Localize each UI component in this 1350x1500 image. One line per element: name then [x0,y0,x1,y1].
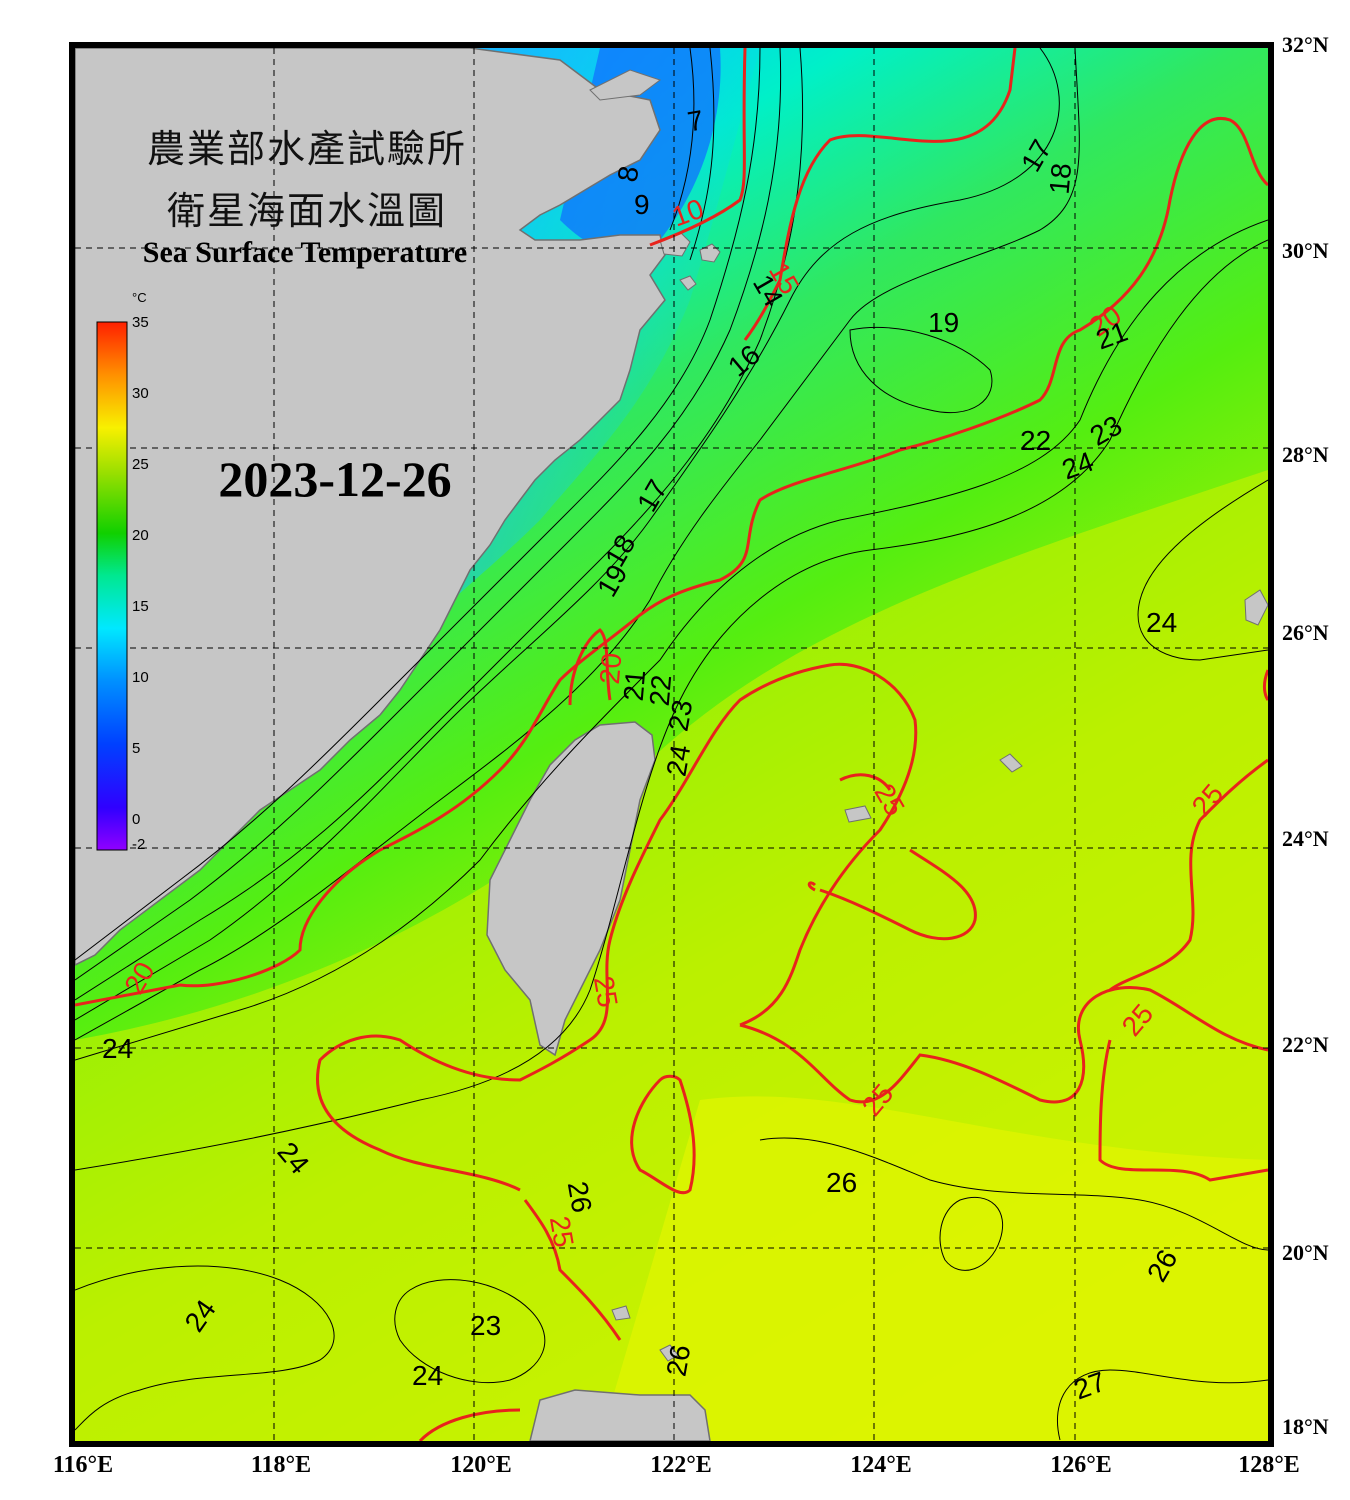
lat-label: 32°N [1282,32,1329,57]
small-island [999,753,1023,773]
small-island [611,1305,631,1321]
colorbar-tick: 5 [132,740,141,757]
lat-label: 28°N [1282,442,1329,467]
colorbar-tick: 0 [132,811,141,828]
graticule [75,48,1268,1441]
map-frame [69,42,1274,1447]
black-contour-label: 18 [1044,162,1078,196]
lon-label: 122°E [650,1452,712,1478]
black-contour-label: 8 [612,164,645,185]
lat-label: 18°N [1282,1414,1329,1439]
warmest-water-area [600,1096,1268,1441]
black-contour-label: 9 [634,189,650,220]
black-contour-label: 21 [618,669,652,703]
lat-label: 24°N [1282,826,1329,851]
lat-label: 30°N [1282,238,1329,263]
colorbar-tick: 35 [132,314,149,331]
map-title-english: Sea Surface Temperature [142,236,468,269]
black-contour-label: 24 [660,742,696,778]
agency-title: 農業部水產試驗所 [146,127,467,171]
lat-label: 26°N [1282,620,1329,645]
lon-label: 116°E [52,1452,114,1478]
colorbar-tick: 25 [132,456,149,473]
colorbar [96,321,128,851]
black-contour-label: 26 [826,1167,857,1198]
red-isotherms [75,48,1268,1441]
black-isotherms [75,48,1268,1441]
china-mainland [75,48,666,966]
black-contour-label: 22 [1020,425,1051,456]
small-island [1244,589,1268,626]
black-contour-label: 19 [928,307,959,338]
colorbar-tick: 10 [132,669,149,686]
lon-label: 120°E [450,1452,512,1478]
colorbar-tick: 30 [132,385,149,402]
luzon-island [529,1389,711,1441]
colorbar-tick: -2 [132,836,146,853]
lon-label: 118°E [250,1452,312,1478]
red-contour-label: 25 [588,974,624,1010]
black-contour-label: 23 [470,1310,501,1341]
black-contour-label: 24 [412,1360,443,1391]
colorbar-tick: 20 [132,527,149,544]
red-contour-label: 25 [544,1214,580,1250]
black-contour-label: 24 [1146,607,1177,638]
black-contour-label: 26 [562,1179,598,1215]
black-contour-label: 24 [102,1033,133,1064]
coastal-island [679,275,697,291]
small-island [844,805,872,823]
colorbar-unit: °C [132,290,147,305]
lon-label: 128°E [1238,1452,1300,1478]
black-contour-label: 7 [685,104,706,137]
lat-label: 22°N [1282,1032,1329,1057]
black-contour-label: 26 [660,1342,696,1378]
date-label: 2023-12-26 [218,451,452,507]
lon-label: 126°E [1050,1452,1112,1478]
black-contour-label: 22 [644,674,678,708]
lon-label: 124°E [850,1452,912,1478]
map-title-chinese: 衛星海面水溫圖 [166,189,447,233]
taiwan-island [486,721,656,1057]
colorbar-tick: 15 [132,598,149,615]
black-contour-label: 23 [662,697,698,733]
lat-label: 20°N [1282,1240,1329,1265]
coastal-island [589,69,662,101]
red-contour-label: 20 [594,652,628,686]
